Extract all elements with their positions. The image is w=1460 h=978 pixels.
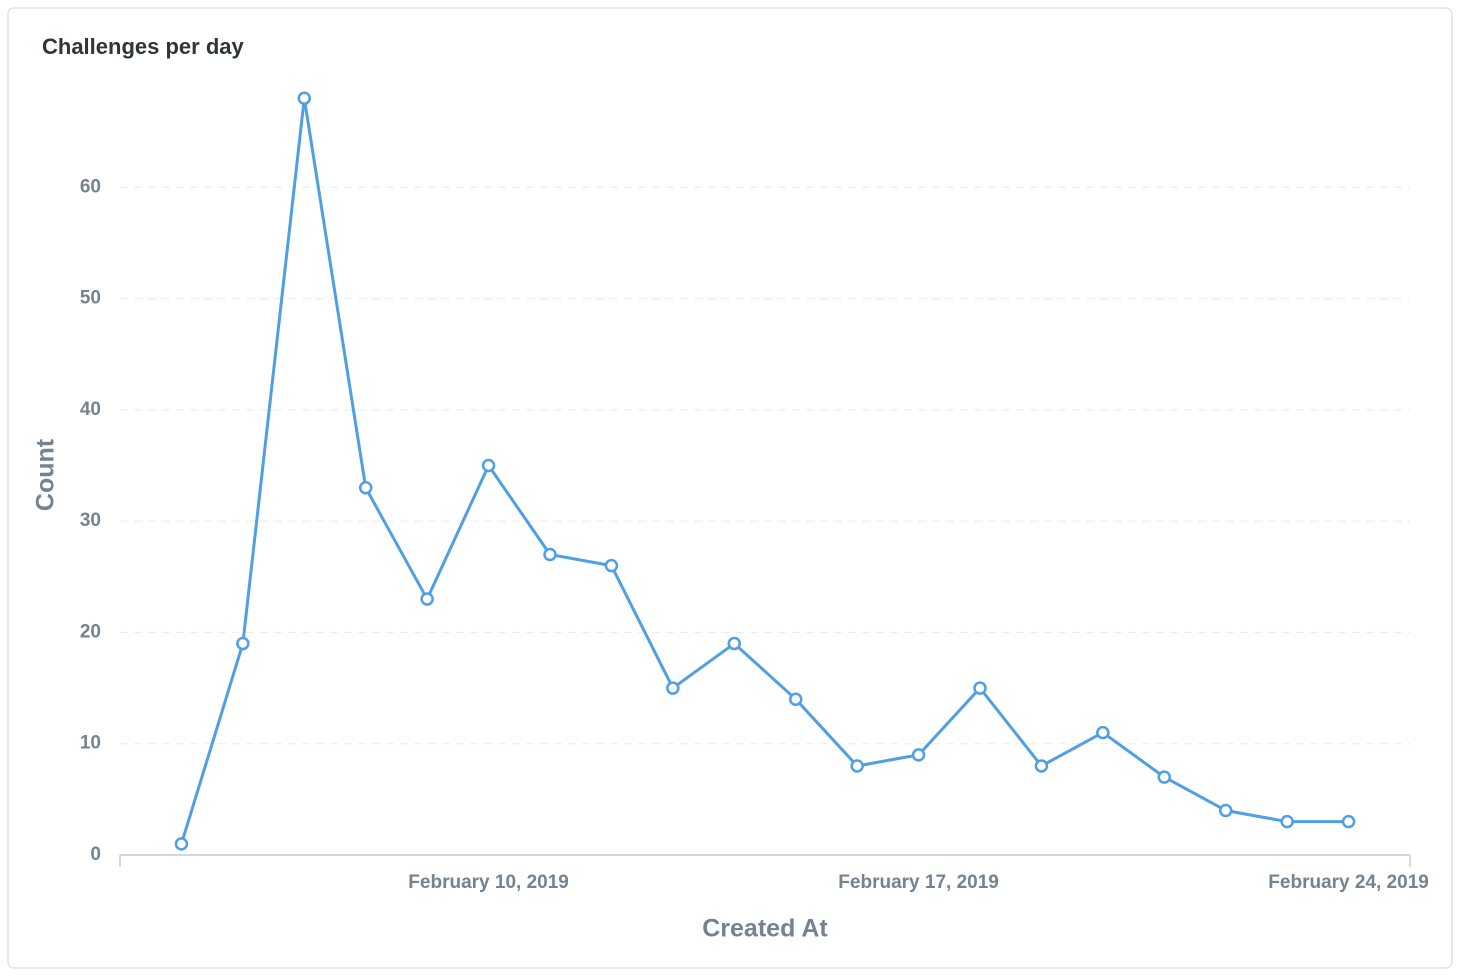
point — [1034, 759, 1049, 773]
y-tick-label: 50 — [80, 288, 101, 309]
x-tick-label: February 17, 2019 — [838, 872, 999, 893]
y-tick-label: 20 — [80, 621, 101, 642]
point — [727, 636, 742, 651]
point — [1218, 803, 1233, 818]
x-axis-label: Created At — [702, 915, 828, 943]
point — [236, 636, 250, 651]
card — [7, 7, 1453, 969]
chart-title: Challenges per day — [42, 34, 245, 59]
point — [1157, 770, 1172, 784]
point — [850, 759, 864, 773]
point — [358, 481, 373, 495]
y-axis-label: Count — [32, 438, 60, 511]
point — [911, 748, 926, 762]
point — [420, 592, 434, 606]
point — [543, 547, 557, 562]
y-tick-label: 0 — [90, 844, 101, 865]
point — [604, 558, 619, 573]
x-tick-label: February 10, 2019 — [408, 872, 569, 893]
x-tick-label: February 24, 2019 — [1268, 872, 1429, 893]
point — [1341, 814, 1356, 829]
point — [1096, 725, 1110, 740]
point — [174, 837, 189, 851]
point — [297, 91, 312, 106]
point — [973, 681, 987, 695]
y-tick-label: 40 — [80, 399, 101, 420]
point — [666, 681, 680, 695]
point — [788, 692, 803, 706]
point — [481, 458, 496, 473]
point — [1280, 814, 1294, 829]
series-line — [179, 96, 1349, 845]
y-tick-label: 10 — [80, 733, 101, 754]
y-tick-label: 30 — [80, 510, 101, 531]
y-tick-label: 60 — [80, 176, 101, 197]
